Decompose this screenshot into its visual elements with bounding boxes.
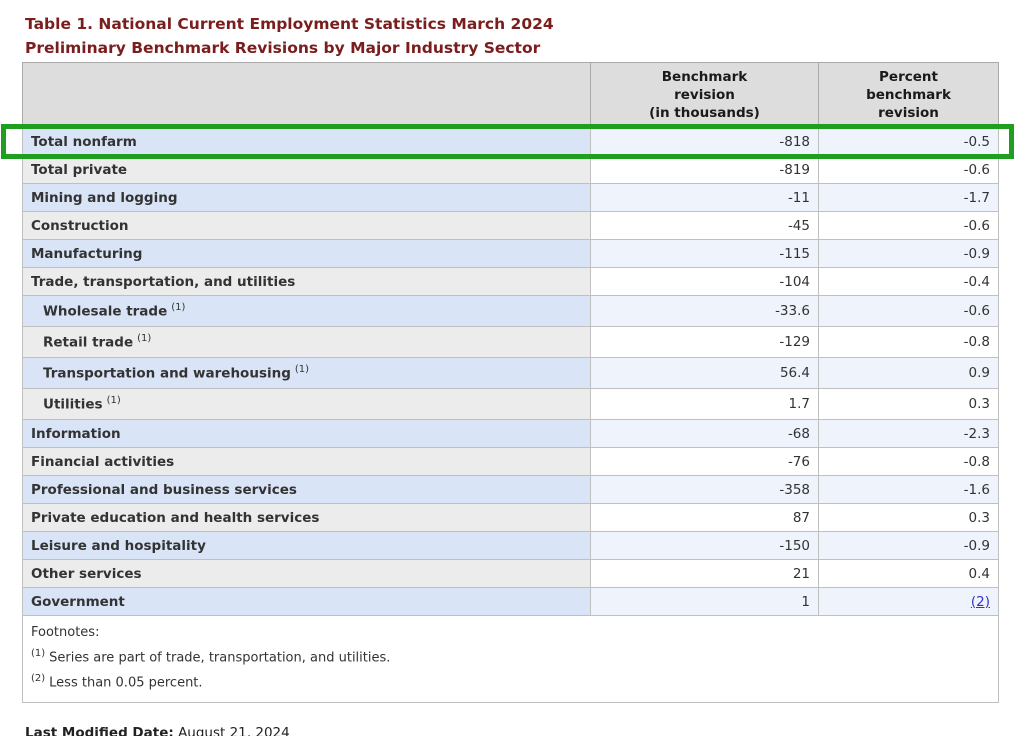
percent-value: -0.9 (818, 531, 999, 560)
table-title: Table 1. National Current Employment Sta… (25, 12, 1021, 60)
benchmark-value: -11 (590, 183, 819, 212)
row-label: Construction (22, 211, 591, 240)
header-benchmark-revision: Benchmark revision (in thousands) (590, 62, 819, 128)
row-label: Utilities (1) (22, 388, 591, 420)
row-label: Manufacturing (22, 239, 591, 268)
benchmark-revisions-table: Benchmark revision (in thousands) Percen… (22, 62, 999, 703)
header-industry (22, 62, 591, 128)
percent-value: -0.9 (818, 239, 999, 268)
row-label: Total private (22, 155, 591, 184)
table-row-government: Government 1 (2) (22, 587, 999, 616)
table-row-transportation-and-warehousing: Transportation and warehousing (1) 56.4 0… (22, 357, 999, 389)
percent-value: -0.6 (818, 155, 999, 184)
benchmark-value: -45 (590, 211, 819, 240)
header-percent-benchmark-revision: Percent benchmark revision (818, 62, 999, 128)
footnote-1-text: Series are part of trade, transportation… (49, 650, 391, 666)
benchmark-value: 1 (590, 587, 819, 616)
footnote-1: (1) Series are part of trade, transportat… (31, 643, 990, 668)
title-line-1: Table 1. National Current Employment Sta… (25, 15, 554, 33)
percent-value: 0.9 (818, 357, 999, 389)
benchmark-value: -129 (590, 326, 819, 358)
table-row-construction: Construction -45 -0.6 (22, 211, 999, 240)
footnotes-label: Footnotes: (31, 625, 100, 640)
last-modified-value: August 21, 2024 (178, 724, 290, 736)
table-row-total-nonfarm: Total nonfarm -818 -0.5 (22, 127, 999, 156)
benchmark-value: -33.6 (590, 295, 819, 327)
benchmark-value: -68 (590, 419, 819, 448)
benchmark-value: -76 (590, 447, 819, 476)
row-label: Mining and logging (22, 183, 591, 212)
row-label: Transportation and warehousing (1) (22, 357, 591, 389)
table-row-professional-and-business-services: Professional and business services -358 … (22, 475, 999, 504)
table-row-mining-and-logging: Mining and logging -11 -1.7 (22, 183, 999, 212)
table-row-total-private: Total private -819 -0.6 (22, 155, 999, 184)
table-row-information: Information -68 -2.3 (22, 419, 999, 448)
benchmark-value: -115 (590, 239, 819, 268)
percent-value-link-cell: (2) (818, 587, 999, 616)
footnote-1-marker: (1) (31, 648, 46, 659)
benchmark-value: 21 (590, 559, 819, 588)
percent-value: -0.5 (818, 127, 999, 156)
last-modified: Last Modified Date: August 21, 2024 (25, 725, 1021, 736)
footnote-2: (2) Less than 0.05 percent. (31, 668, 990, 693)
table-row-trade-transportation-utilities: Trade, transportation, and utilities -10… (22, 267, 999, 296)
table-row-other-services: Other services 21 0.4 (22, 559, 999, 588)
percent-value: 0.4 (818, 559, 999, 588)
row-label: Financial activities (22, 447, 591, 476)
table-row-utilities: Utilities (1) 1.7 0.3 (22, 388, 999, 420)
percent-value: -0.6 (818, 211, 999, 240)
footnote-2-link[interactable]: (2) (970, 593, 990, 610)
footnote-1-reference: (1) (106, 395, 121, 407)
row-label: Government (22, 587, 591, 616)
table-row-private-education-and-health-services: Private education and health services 87… (22, 503, 999, 532)
row-label: Leisure and hospitality (22, 531, 591, 560)
table-row-financial-activities: Financial activities -76 -0.8 (22, 447, 999, 476)
benchmark-value: 87 (590, 503, 819, 532)
row-label: Wholesale trade (1) (22, 295, 591, 327)
footnote-1-reference: (1) (137, 333, 152, 345)
percent-value: -1.6 (818, 475, 999, 504)
row-label: Professional and business services (22, 475, 591, 504)
header-row: Benchmark revision (in thousands) Percen… (22, 62, 999, 128)
benchmark-value: 56.4 (590, 357, 819, 389)
table-row-leisure-and-hospitality: Leisure and hospitality -150 -0.9 (22, 531, 999, 560)
benchmark-value: -818 (590, 127, 819, 156)
benchmark-value: -150 (590, 531, 819, 560)
footnote-2-marker: (2) (31, 673, 46, 685)
row-label: Information (22, 419, 591, 448)
row-label: Private education and health services (22, 503, 591, 532)
percent-value: -1.7 (818, 183, 999, 212)
footnote-2-text: Less than 0.05 percent. (49, 675, 203, 691)
table-row-wholesale-trade: Wholesale trade (1) -33.6 -0.6 (22, 295, 999, 327)
row-label: Other services (22, 559, 591, 588)
percent-value: -2.3 (818, 419, 999, 448)
table-row-retail-trade: Retail trade (1) -129 -0.8 (22, 326, 999, 358)
percent-value: -0.8 (818, 326, 999, 358)
percent-value: -0.6 (818, 295, 999, 327)
benchmark-value: 1.7 (590, 388, 819, 420)
footnotes-section: Footnotes: (1) Series are part of trade, … (22, 615, 999, 703)
percent-value: -0.8 (818, 447, 999, 476)
row-label: Total nonfarm (22, 127, 591, 156)
percent-value: -0.4 (818, 267, 999, 296)
percent-value: 0.3 (818, 503, 999, 532)
footnote-1-reference: (1) (171, 302, 186, 314)
last-modified-label: Last Modified Date: (25, 724, 174, 736)
benchmark-value: -358 (590, 475, 819, 504)
footnote-1-reference: (1) (294, 364, 310, 376)
title-line-2: Preliminary Benchmark Revisions by Major… (25, 39, 541, 57)
row-label: Trade, transportation, and utilities (22, 267, 591, 296)
footnotes-row: Footnotes: (1) Series are part of trade, … (22, 615, 999, 703)
benchmark-value: -104 (590, 267, 819, 296)
percent-value: 0.3 (818, 388, 999, 420)
table-row-manufacturing: Manufacturing -115 -0.9 (22, 239, 999, 268)
row-label: Retail trade (1) (22, 326, 591, 358)
benchmark-value: -819 (590, 155, 819, 184)
